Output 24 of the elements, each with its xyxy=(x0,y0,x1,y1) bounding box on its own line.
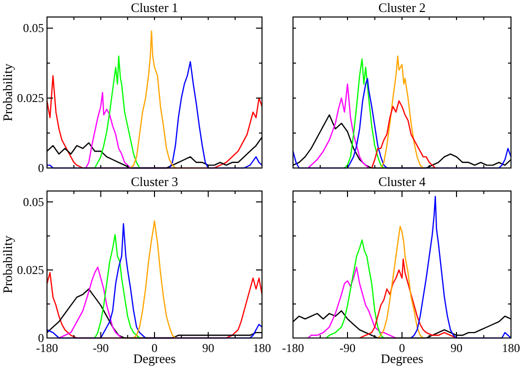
x-tick-label: 90 xyxy=(202,341,214,355)
y-axis-title: Probability xyxy=(0,63,15,122)
x-tick-label: 180 xyxy=(253,341,271,355)
line-series xyxy=(94,234,140,339)
y-tick-label: 0 xyxy=(38,161,44,175)
x-tick-label: -90 xyxy=(92,341,109,355)
y-tick-label: 0.025 xyxy=(17,262,44,277)
line-series xyxy=(58,266,122,339)
y-tick-label: 0.025 xyxy=(17,91,44,106)
y-axis-title: Probability xyxy=(0,235,15,294)
line-series xyxy=(94,56,140,169)
line-series xyxy=(85,92,132,169)
chart-title: Cluster 4 xyxy=(378,174,426,189)
x-tick-label: 180 xyxy=(502,341,520,355)
line-series xyxy=(132,220,176,339)
line-series xyxy=(130,30,176,169)
x-tick-label: 90 xyxy=(450,341,462,355)
chart-title: Cluster 3 xyxy=(130,174,178,189)
y-tick-label: 0.05 xyxy=(23,21,44,36)
y-tick-label: 0.05 xyxy=(23,194,44,209)
x-tick-label: -180 xyxy=(282,341,304,355)
chart-title: Cluster 1 xyxy=(130,0,178,15)
chart-title: Cluster 2 xyxy=(378,0,426,15)
x-tick-label: -90 xyxy=(340,341,356,355)
